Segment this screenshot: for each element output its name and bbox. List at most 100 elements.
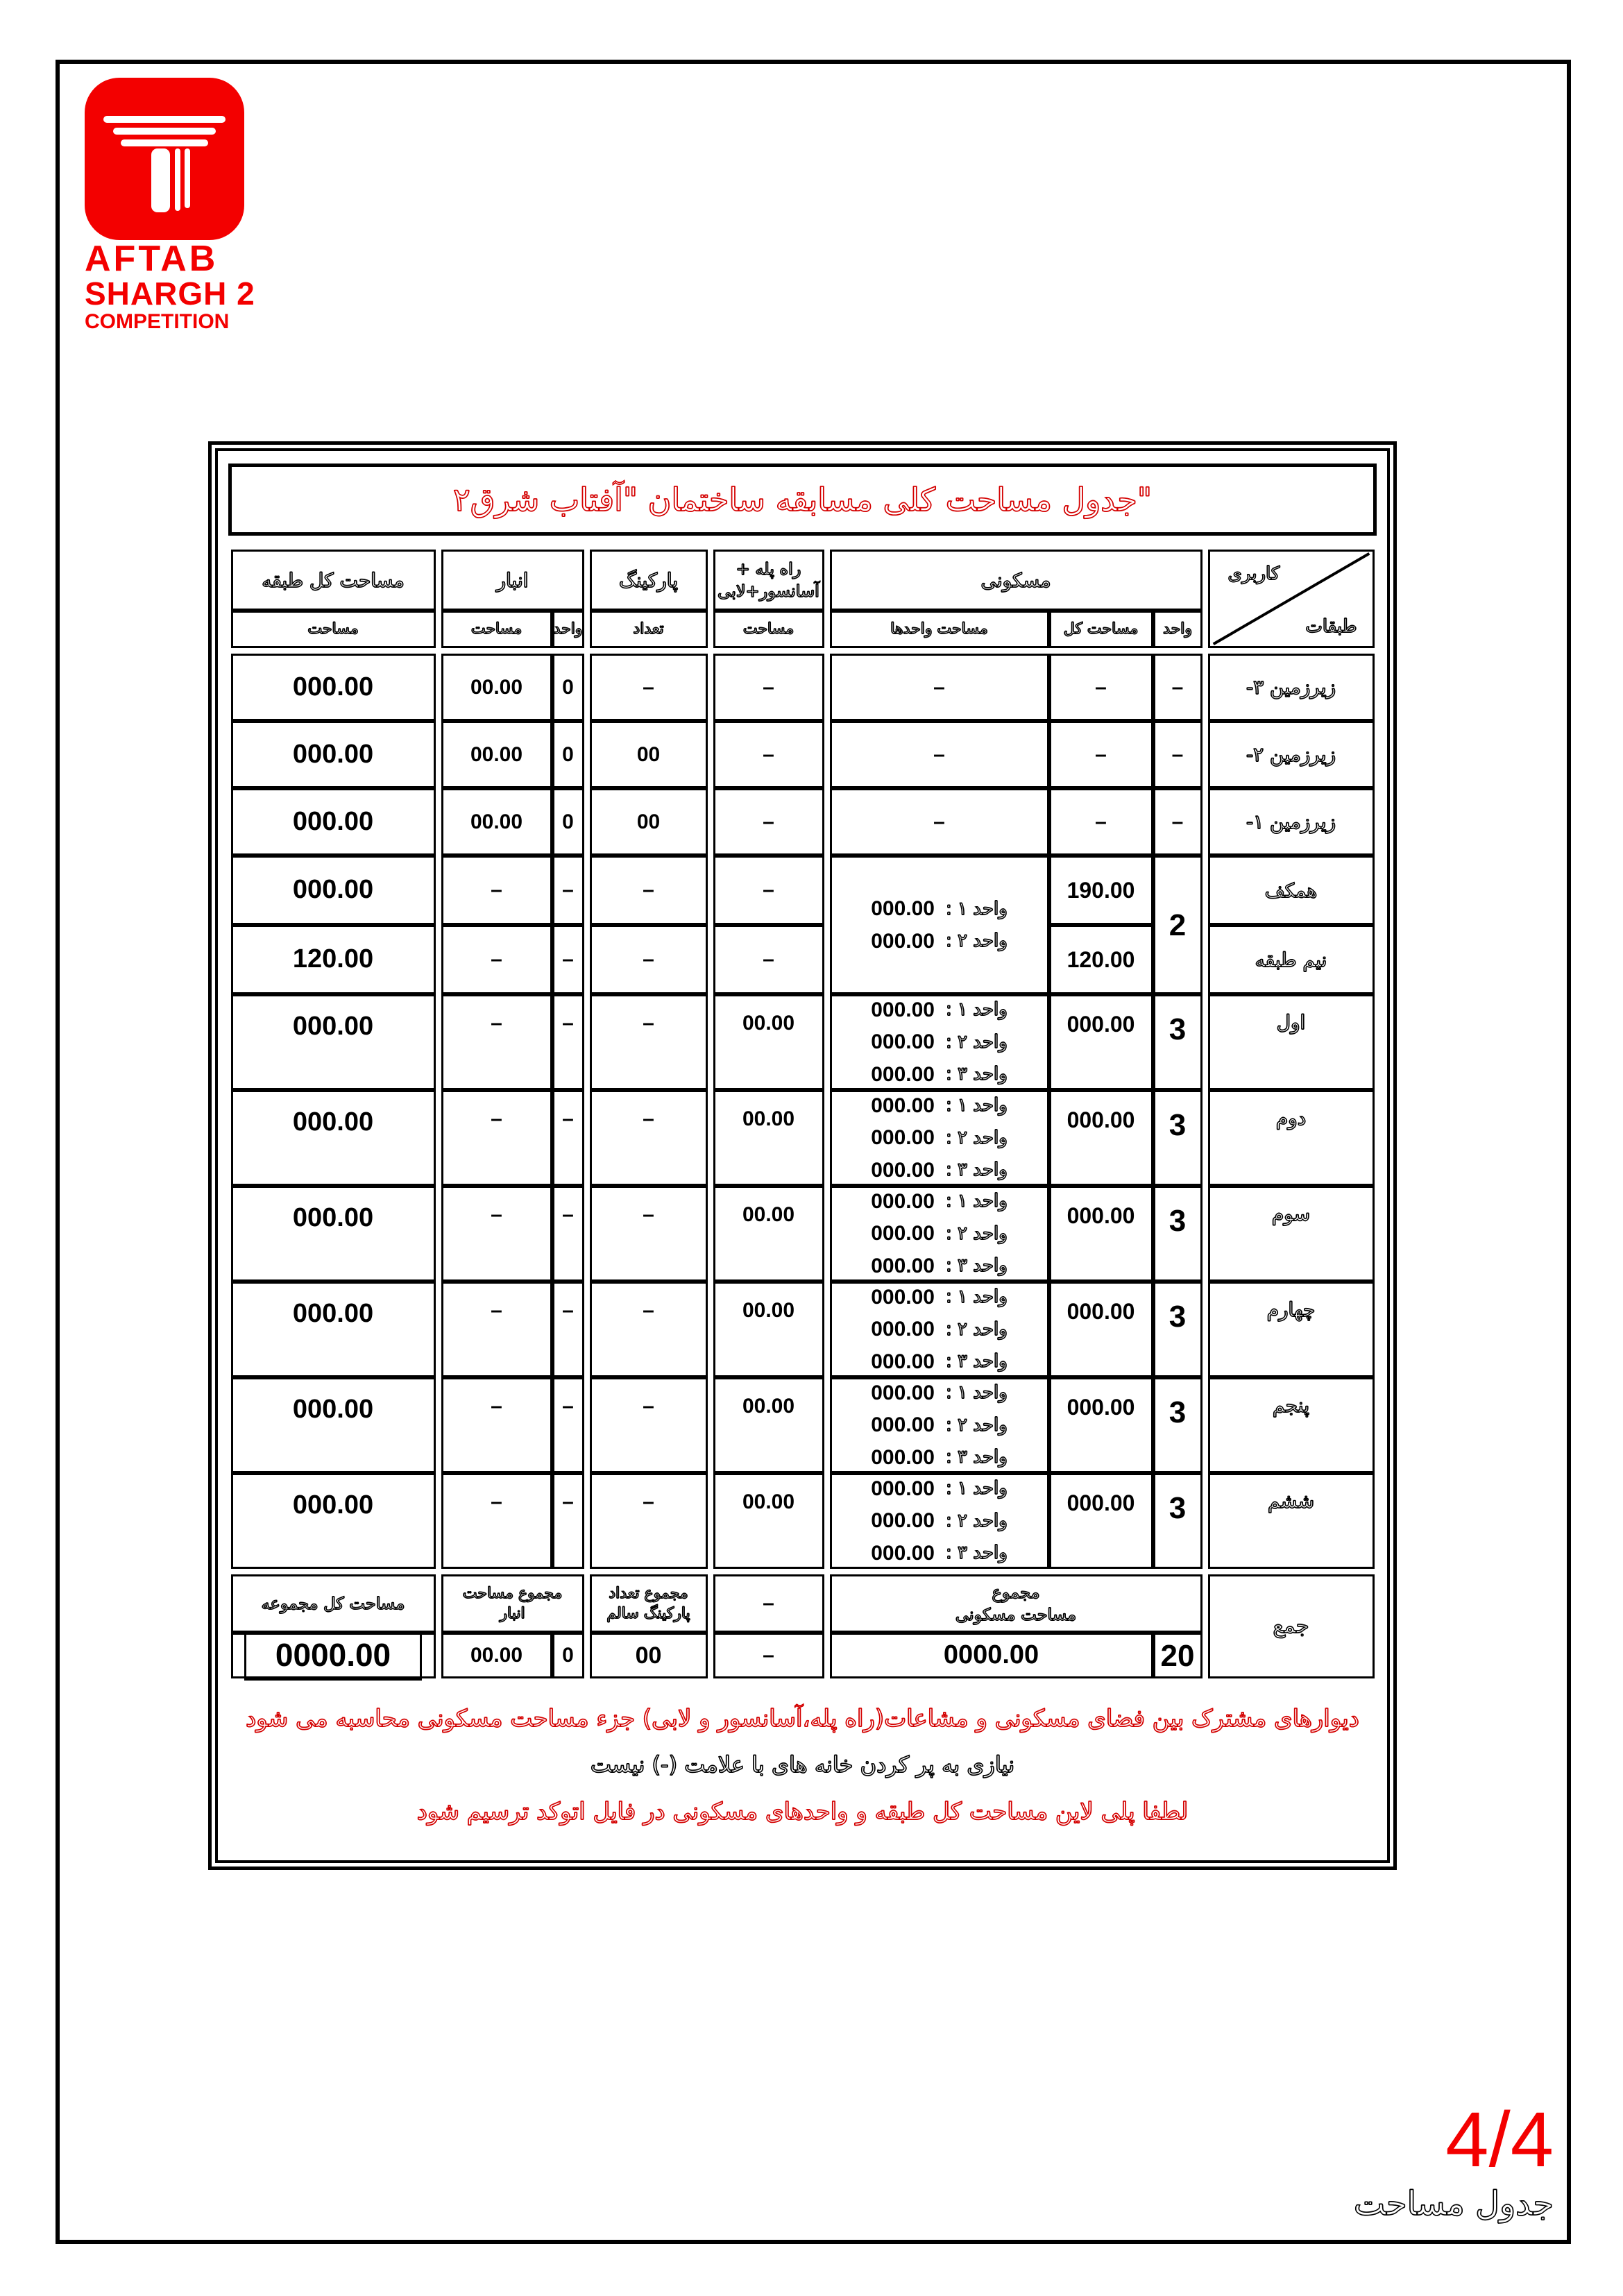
storage-area-cell: – bbox=[441, 1282, 552, 1377]
parking-count-cell: – bbox=[589, 856, 708, 925]
header-usage-floors-cell: کاربری طبقات bbox=[1207, 550, 1375, 648]
unit-count-cell: 3 bbox=[1153, 1473, 1203, 1569]
storage-unit-cell: – bbox=[552, 1282, 584, 1377]
note-line-3: لطفا پلی لاین مساحت کل طبقه و واحدهای مس… bbox=[416, 1797, 1189, 1826]
table-title-box: جدول مساحت کلی مسابقه ساختمان "آفتاب شرق… bbox=[228, 464, 1377, 536]
total-area-cell: 000.00 bbox=[1048, 1473, 1153, 1569]
unit-count-cell: 2 bbox=[1153, 856, 1203, 994]
storage-area-cell: – bbox=[441, 1186, 552, 1282]
page-border-frame bbox=[56, 60, 1571, 2244]
storage-unit-cell: – bbox=[552, 1090, 584, 1186]
note-line-2: نیازی به پر کردن خانه های با علامت (-) ن… bbox=[590, 1751, 1015, 1778]
storage-area-cell: 00.00 bbox=[441, 721, 552, 788]
header-stairs-area: مساحت bbox=[713, 611, 824, 648]
parking-count-cell: 00 bbox=[589, 721, 708, 788]
total-area-cell: 000.00 bbox=[1048, 1186, 1153, 1282]
floor-total-cell: 000.00 bbox=[230, 1090, 436, 1186]
stairs-area-cell: 00.00 bbox=[713, 1473, 824, 1569]
floor-total-cell: 000.00 bbox=[230, 1377, 436, 1473]
header-stairs-group: راه پله + آسانسور+لابی bbox=[713, 550, 824, 611]
header-total-area: مساحت کل bbox=[1048, 611, 1153, 648]
aftab-logo: AFTAB SHARGH 2 COMPETITION bbox=[85, 78, 265, 332]
floor-label: اول bbox=[1207, 994, 1375, 1090]
summary-stairs-header: – bbox=[713, 1574, 824, 1633]
storage-unit-cell: – bbox=[552, 1473, 584, 1569]
summary-grand-value-cell: 0000.00 bbox=[230, 1631, 436, 1681]
total-area-cell: – bbox=[1048, 721, 1153, 788]
note-line-1: دیوارهای مشترک بین فضای مسکونی و مشاعات(… bbox=[245, 1704, 1359, 1733]
stairs-area-cell: 00.00 bbox=[713, 1186, 824, 1282]
page-number: 4/4 bbox=[1445, 2096, 1554, 2183]
stairs-area-cell: – bbox=[713, 788, 824, 856]
area-table-inner: جدول مساحت کلی مسابقه ساختمان "آفتاب شرق… bbox=[215, 448, 1390, 1863]
storage-unit-cell: – bbox=[552, 1186, 584, 1282]
storage-area-cell: – bbox=[441, 925, 552, 994]
parking-count-cell: – bbox=[589, 1186, 708, 1282]
stairs-area-cell: – bbox=[713, 856, 824, 925]
units-area-cell: – bbox=[829, 788, 1049, 856]
storage-unit-cell: 0 bbox=[552, 654, 584, 721]
unit-count-cell: – bbox=[1153, 721, 1203, 788]
units-area-cell: واحد ۱ :000.00 واحد ۲ :000.00 واحد ۳ :00… bbox=[829, 994, 1049, 1090]
parking-count-cell: – bbox=[589, 654, 708, 721]
sheet-label: جدول مساحت bbox=[1353, 2184, 1554, 2223]
header-parking-group: پارکینگ bbox=[589, 550, 708, 611]
stairs-area-cell: – bbox=[713, 721, 824, 788]
unit-count-cell: 3 bbox=[1153, 1377, 1203, 1473]
brand-line-2: SHARGH 2 bbox=[85, 275, 255, 312]
floor-total-cell: 000.00 bbox=[230, 1282, 436, 1377]
storage-area-cell: – bbox=[441, 1377, 552, 1473]
floor-label: همکف bbox=[1207, 856, 1375, 925]
units-area-cell: واحد ۱ :000.00 واحد ۲ :000.00 واحد ۳ :00… bbox=[829, 1282, 1049, 1377]
parking-count-cell: – bbox=[589, 1090, 708, 1186]
floor-label: پنجم bbox=[1207, 1377, 1375, 1473]
floor-total-cell: 000.00 bbox=[230, 654, 436, 721]
storage-area-cell: 00.00 bbox=[441, 788, 552, 856]
floor-total-cell: 000.00 bbox=[230, 1473, 436, 1569]
summary-grand-header: مساحت کل مجموعه bbox=[230, 1574, 436, 1633]
area-table-block: جدول مساحت کلی مسابقه ساختمان "آفتاب شرق… bbox=[208, 441, 1397, 1870]
units-area-cell: – bbox=[829, 654, 1049, 721]
storage-unit-cell: – bbox=[552, 856, 584, 925]
stairs-area-cell: – bbox=[713, 925, 824, 994]
parking-count-cell: – bbox=[589, 925, 708, 994]
header-unit: واحد bbox=[1153, 611, 1203, 648]
parking-count-cell: – bbox=[589, 1282, 708, 1377]
summary-residential-header: مجموع مساحت مسکونی bbox=[829, 1574, 1203, 1633]
storage-area-cell: – bbox=[441, 1090, 552, 1186]
storage-area-cell: – bbox=[441, 994, 552, 1090]
summary-storage-area-cell: 00.00 bbox=[441, 1633, 552, 1678]
storage-unit-cell: – bbox=[552, 925, 584, 994]
header-storage-unit: واحد bbox=[552, 611, 584, 648]
table-notes: دیوارهای مشترک بین فضای مسکونی و مشاعات(… bbox=[228, 1703, 1377, 1827]
total-area-cell: 000.00 bbox=[1048, 1377, 1153, 1473]
storage-unit-cell: – bbox=[552, 1377, 584, 1473]
floor-label: سوم bbox=[1207, 1186, 1375, 1282]
column-logo-icon bbox=[85, 78, 244, 240]
summary-storage-unit-cell: 0 bbox=[552, 1633, 584, 1678]
stairs-area-cell: 00.00 bbox=[713, 1090, 824, 1186]
floor-label: چهارم bbox=[1207, 1282, 1375, 1377]
header-parking-count: تعداد bbox=[589, 611, 708, 648]
storage-unit-cell: 0 bbox=[552, 788, 584, 856]
storage-unit-cell: 0 bbox=[552, 721, 584, 788]
floor-total-cell: 000.00 bbox=[230, 994, 436, 1090]
header-storage-group: انبار bbox=[441, 550, 584, 611]
summary-unit-total-cell: 20 bbox=[1153, 1633, 1203, 1678]
units-area-cell: واحد ۱ :000.00 واحد ۲ :000.00 واحد ۳ :00… bbox=[829, 1377, 1049, 1473]
unit-count-cell: 3 bbox=[1153, 994, 1203, 1090]
unit-count-cell: 3 bbox=[1153, 1282, 1203, 1377]
summary-parking-header: مجموع تعداد پارکینگ سالم bbox=[589, 1574, 708, 1633]
storage-area-cell: – bbox=[441, 1473, 552, 1569]
header-residential-group: مسکونی bbox=[829, 550, 1203, 611]
parking-count-cell: – bbox=[589, 1473, 708, 1569]
floor-label: ششم bbox=[1207, 1473, 1375, 1569]
total-area-cell: – bbox=[1048, 788, 1153, 856]
floor-label: دوم bbox=[1207, 1090, 1375, 1186]
brand-line-1: AFTAB bbox=[85, 239, 219, 279]
floor-label: نیم طبقه bbox=[1207, 925, 1375, 994]
unit-count-cell: – bbox=[1153, 788, 1203, 856]
parking-count-cell: – bbox=[589, 1377, 708, 1473]
total-area-cell: 000.00 bbox=[1048, 994, 1153, 1090]
units-area-cell: واحد ۱ :000.00 واحد ۲ :000.00 bbox=[829, 856, 1049, 994]
